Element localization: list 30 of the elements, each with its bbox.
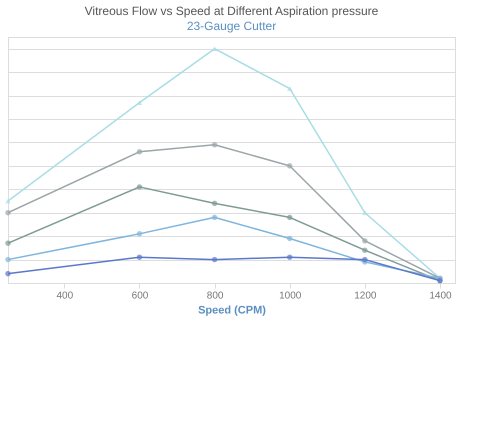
x-tick-label: 600 [132, 290, 149, 302]
point [286, 86, 292, 91]
point [362, 247, 368, 253]
chart-subtitle: 23-Gauge Cutter [186, 19, 276, 33]
x-tick-label: 800 [206, 290, 224, 302]
chart-title: Vitreous Flow vs Speed at Different Aspiration pressure [84, 4, 379, 18]
point [136, 184, 142, 190]
point [212, 256, 218, 262]
point [362, 256, 368, 262]
point [212, 142, 218, 148]
point [136, 231, 142, 237]
point [5, 256, 11, 262]
point [286, 163, 292, 169]
point [5, 198, 11, 204]
x-tick-label: 1200 [354, 290, 377, 302]
point [136, 149, 142, 155]
x-tick-label: 1400 [429, 290, 452, 302]
point [362, 238, 368, 244]
x-tick-label: 400 [56, 290, 74, 302]
point [212, 200, 218, 206]
point [286, 254, 292, 260]
point [286, 236, 292, 242]
point [5, 210, 11, 216]
point [5, 240, 11, 246]
point [136, 254, 142, 260]
x-tick-label: 1000 [279, 290, 302, 302]
point [5, 270, 11, 276]
point [286, 214, 292, 220]
x-axis-title: Speed (CPM) [198, 304, 266, 316]
point [212, 214, 218, 220]
